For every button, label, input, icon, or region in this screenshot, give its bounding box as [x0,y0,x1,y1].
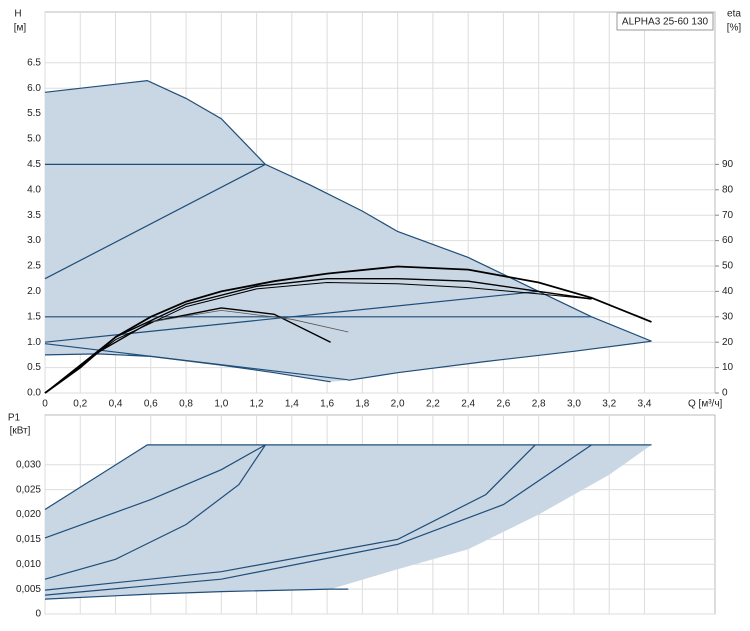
x-tick-label: 1,2 [250,399,264,410]
curve [44,307,331,394]
curve [44,588,349,600]
curve [44,278,592,394]
y-tick-label: 4.0 [27,184,41,195]
x-tick-label: 2,6 [496,399,510,410]
y-axis-unit: [кВт] [10,426,31,437]
y2-tick-label: 60 [722,235,734,246]
x-tick-label: 3,4 [638,399,652,410]
y-axis-unit: [м] [14,23,27,34]
title-box [616,12,714,31]
x-tick-label: 1,4 [285,399,299,410]
y2-tick-label: 10 [722,362,734,373]
x-tick-label: 3,0 [567,399,581,410]
y-axis-label: P1 [8,413,21,424]
chart-title: ALPHA3 25-60 130 [622,17,709,28]
curve [44,444,266,580]
y-tick-label: 1.0 [27,337,41,348]
y2-axis-unit: [%] [727,23,742,34]
y-tick-label: 0,020 [16,509,41,520]
y-tick-label: 0,005 [16,584,41,595]
curve [44,444,652,511]
y-tick-label: 3.5 [27,210,41,221]
x-tick-label: 2,8 [532,399,546,410]
y-tick-label: 0,015 [16,534,41,545]
operating-area [45,80,652,382]
y-tick-label: 0,030 [16,459,41,470]
y2-tick-label: 70 [722,210,734,221]
y2-tick-label: 30 [722,311,734,322]
y-tick-label: 2.0 [27,286,41,297]
y-tick-label: 5.5 [27,108,41,119]
x-tick-label: 2,2 [426,399,440,410]
curve [150,309,349,333]
x-tick-label: 0,6 [144,399,158,410]
y2-axis-label: eta [727,9,741,20]
y-tick-label: 4.5 [27,159,41,170]
curve [44,444,266,539]
y2-tick-label: 50 [722,261,734,272]
curve [44,444,592,596]
x-tick-label: 1,8 [355,399,369,410]
curve [44,163,266,280]
x-tick-label: 0,2 [73,399,87,410]
y2-tick-label: 40 [722,286,734,297]
x-tick-label: 3,2 [602,399,616,410]
y-tick-label: 2.5 [27,261,41,272]
x-tick-label: 0,8 [179,399,193,410]
curve [44,79,652,342]
y-tick-label: 0.0 [27,388,41,399]
curve [44,444,536,591]
x-tick-label: 0,4 [109,399,123,410]
y-tick-label: 0,025 [16,484,41,495]
y-tick-label: 0 [35,609,41,620]
y-tick-label: 6.0 [27,83,41,94]
curve [348,340,652,381]
y-axis-label: H [14,9,21,20]
x-axis-label: Q [м³/ч] [688,399,723,410]
y-tick-label: 6.5 [27,57,41,68]
y2-tick-label: 80 [722,184,734,195]
operating-area [45,444,652,600]
y-tick-label: 3.0 [27,235,41,246]
x-tick-label: 1,0 [214,399,228,410]
x-tick-label: 2,4 [461,399,475,410]
y2-tick-label: 90 [722,159,734,170]
x-tick-label: 1,6 [320,399,334,410]
y-tick-label: 1.5 [27,311,41,322]
y-tick-label: 5.0 [27,134,41,145]
x-tick-label: 2,0 [391,399,405,410]
y2-tick-label: 0 [722,388,728,399]
y2-tick-label: 20 [722,337,734,348]
y-tick-label: 0,010 [16,559,41,570]
y-tick-label: 0.5 [27,362,41,373]
x-tick-label: 0 [42,399,48,410]
curve [44,343,349,381]
